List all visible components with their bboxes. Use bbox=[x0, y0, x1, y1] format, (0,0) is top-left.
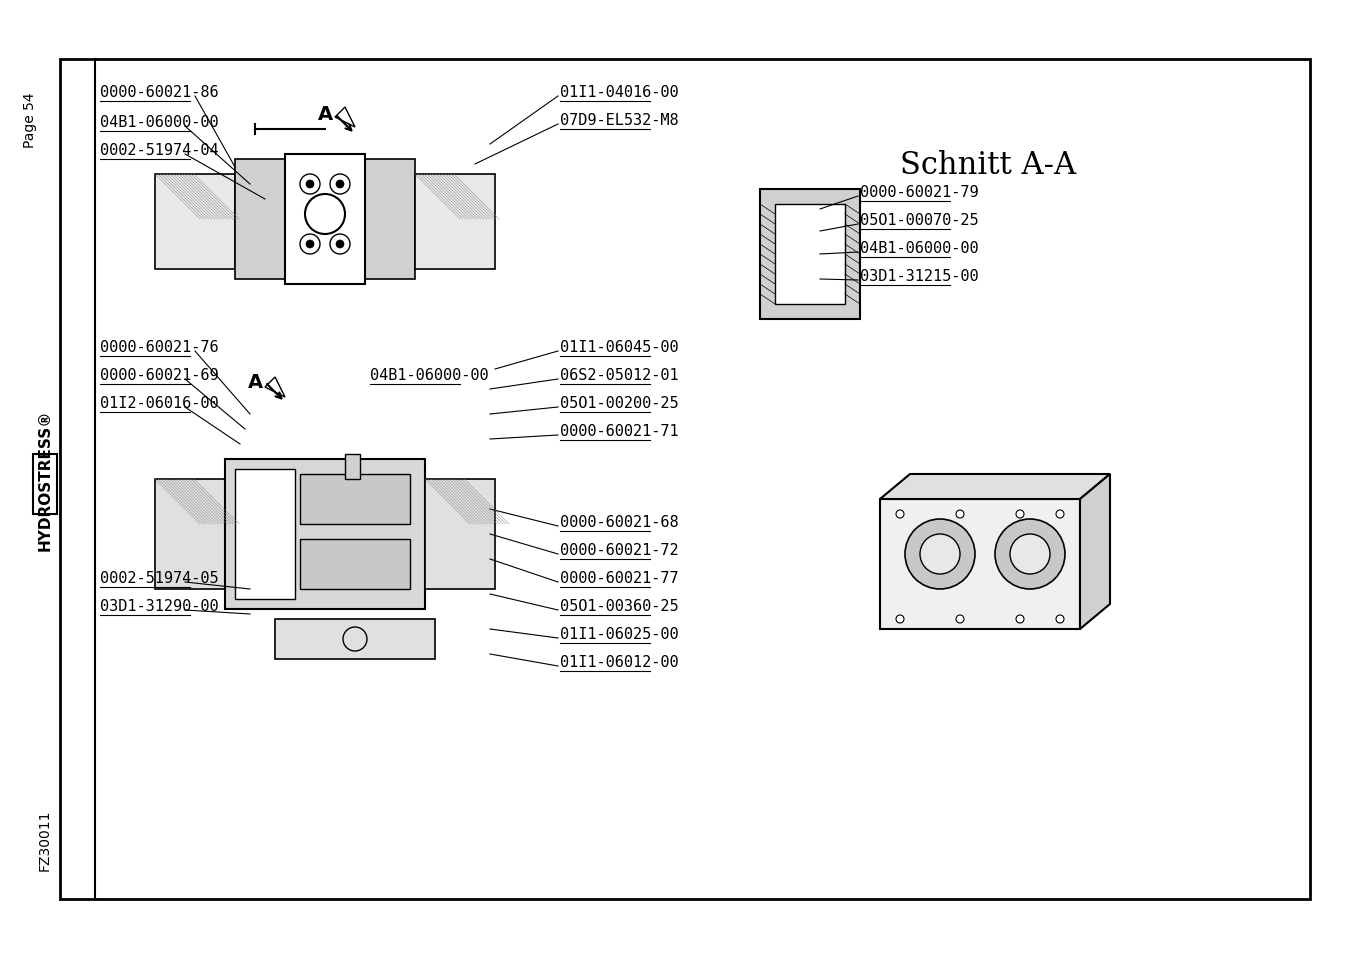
Text: 0000-60021-79: 0000-60021-79 bbox=[861, 185, 978, 200]
Bar bbox=[300, 539, 409, 589]
Circle shape bbox=[305, 181, 313, 189]
Text: 01I1-04016-00: 01I1-04016-00 bbox=[561, 85, 678, 100]
Bar bbox=[226, 459, 426, 609]
Circle shape bbox=[896, 616, 904, 623]
Bar bbox=[235, 160, 415, 280]
Polygon shape bbox=[1079, 475, 1111, 629]
Text: 04B1-06000-00: 04B1-06000-00 bbox=[100, 115, 219, 130]
Text: 03D1-31290-00: 03D1-31290-00 bbox=[100, 598, 219, 614]
Bar bbox=[276, 619, 435, 659]
Text: 0000-60021-86: 0000-60021-86 bbox=[100, 85, 219, 100]
Bar bbox=[880, 499, 1079, 629]
Bar bbox=[235, 470, 295, 599]
Bar bbox=[32, 455, 57, 515]
Text: 03D1-31215-00: 03D1-31215-00 bbox=[861, 269, 978, 284]
Text: 0000-60021-72: 0000-60021-72 bbox=[561, 542, 678, 558]
Text: 05O1-00360-25: 05O1-00360-25 bbox=[561, 598, 678, 614]
Text: A: A bbox=[317, 106, 332, 125]
Text: FZ30011: FZ30011 bbox=[38, 808, 51, 870]
Text: Schnitt A-A: Schnitt A-A bbox=[900, 150, 1077, 180]
Text: 01I1-06025-00: 01I1-06025-00 bbox=[561, 626, 678, 641]
Text: 0000-60021-77: 0000-60021-77 bbox=[561, 571, 678, 585]
Text: HYDROSTRESS®: HYDROSTRESS® bbox=[38, 409, 53, 550]
Bar bbox=[426, 479, 494, 589]
Text: 04B1-06000-00: 04B1-06000-00 bbox=[861, 241, 978, 255]
Text: 0000-60021-69: 0000-60021-69 bbox=[100, 368, 219, 382]
Polygon shape bbox=[880, 475, 1111, 499]
Circle shape bbox=[905, 519, 975, 589]
Text: 0002-51974-04: 0002-51974-04 bbox=[100, 143, 219, 158]
Text: 04B1-06000-00: 04B1-06000-00 bbox=[370, 368, 489, 382]
Text: 05O1-00070-25: 05O1-00070-25 bbox=[861, 213, 978, 228]
Circle shape bbox=[920, 535, 961, 575]
Text: 07D9-EL532-M8: 07D9-EL532-M8 bbox=[561, 112, 678, 128]
Bar bbox=[300, 475, 409, 524]
Bar bbox=[761, 190, 861, 319]
Circle shape bbox=[1056, 616, 1065, 623]
Circle shape bbox=[994, 519, 1065, 589]
Circle shape bbox=[1016, 616, 1024, 623]
Bar bbox=[155, 479, 226, 589]
Text: 01I2-06016-00: 01I2-06016-00 bbox=[100, 395, 219, 411]
Circle shape bbox=[1016, 511, 1024, 518]
Circle shape bbox=[896, 511, 904, 518]
Text: 06S2-05012-01: 06S2-05012-01 bbox=[561, 368, 678, 382]
Text: A: A bbox=[247, 374, 262, 392]
Circle shape bbox=[957, 511, 965, 518]
Bar bbox=[415, 174, 494, 270]
Text: 0000-60021-76: 0000-60021-76 bbox=[100, 339, 219, 355]
Bar bbox=[345, 455, 359, 479]
Bar bbox=[285, 154, 365, 285]
Text: 0002-51974-05: 0002-51974-05 bbox=[100, 571, 219, 585]
Text: Page 54: Page 54 bbox=[23, 92, 36, 148]
Bar bbox=[59, 60, 1310, 899]
Circle shape bbox=[305, 241, 313, 249]
Text: 0000-60021-68: 0000-60021-68 bbox=[561, 515, 678, 530]
Circle shape bbox=[336, 241, 345, 249]
Circle shape bbox=[1011, 535, 1050, 575]
Text: 0000-60021-71: 0000-60021-71 bbox=[561, 423, 678, 438]
Bar bbox=[775, 205, 844, 305]
Text: 01I1-06045-00: 01I1-06045-00 bbox=[561, 339, 678, 355]
Text: 05O1-00200-25: 05O1-00200-25 bbox=[561, 395, 678, 411]
Text: 01I1-06012-00: 01I1-06012-00 bbox=[561, 655, 678, 669]
Circle shape bbox=[336, 181, 345, 189]
Circle shape bbox=[957, 616, 965, 623]
Circle shape bbox=[1056, 511, 1065, 518]
Bar bbox=[155, 174, 235, 270]
